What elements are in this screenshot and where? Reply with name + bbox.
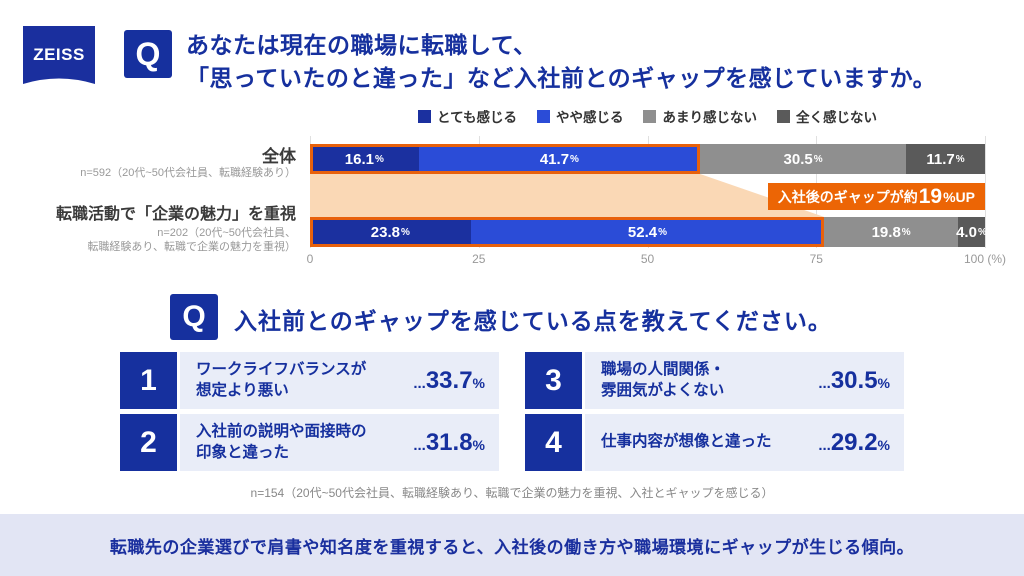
rank-number: 2 (120, 414, 177, 471)
gap-callout-suffix: %UP (943, 188, 975, 205)
gridline (985, 136, 986, 248)
row-sub-focus-2: 転職経験あり、転職で企業の魅力を重視） (87, 241, 296, 253)
axis-tick-label: 100 (%) (963, 252, 1007, 266)
rank-value: ... 33.7% (413, 366, 485, 394)
legend-label: やや感じる (555, 110, 624, 125)
bar-segment: 41.7% (418, 144, 701, 174)
legend-label: とても感じる (437, 110, 517, 125)
rank-value: ... 29.2% (818, 428, 890, 456)
bar-segment: 30.5% (700, 144, 907, 174)
bar-segment: 16.1% (310, 144, 419, 174)
legend-item: 全く感じない (776, 106, 877, 126)
q2-badge: Q (170, 294, 218, 340)
chart-row-labels: 全体 n=592（20代~50代会社員、転職経験あり） 転職活動で「企業の魅力」… (22, 136, 310, 284)
axis-tick-label: 25 (472, 252, 486, 266)
bar-segment: 19.8% (824, 217, 958, 247)
rank-body: 仕事内容が想像と違った ... 29.2% (585, 414, 904, 471)
highlight-outline (310, 217, 825, 247)
legend-item: とても感じる (418, 106, 517, 126)
row-label-focus: 転職活動で「企業の魅力」を重視 (55, 206, 296, 223)
survey-note: n=154（20代~50代会社員、転職経験あり、転職で企業の魅力を重視、入社とギ… (250, 486, 774, 500)
summary-banner: 転職先の企業選びで肩書や知名度を重視すると、入社後の働き方や職場環境にギャップが… (0, 514, 1024, 576)
legend-swatch (536, 109, 550, 123)
ranking-grid: 1 ワークライフバランスが 想定より悪い ... 33.7% 2 入社前の説明や面… (120, 352, 904, 471)
rank-value: ... 31.8% (413, 428, 485, 456)
bar-segment: 23.8% (310, 217, 471, 247)
bar-row-1: 23.8% 52.4% 19.8% 4.0% (310, 217, 987, 247)
highlight-outline (310, 144, 701, 174)
legend-label: あまり感じない (662, 110, 757, 125)
axis-tick-label: 0 (306, 252, 314, 266)
bar-row-0: 16.1% 41.7% 30.5% 11.7% (310, 144, 985, 174)
chart-legend: とても感じる やや感じる あまり感じない 全く感じない (310, 106, 985, 126)
row-sub-focus-1: n=202（20代~50代会社員、 (157, 227, 296, 239)
axis-tick-label: 75 (809, 252, 823, 266)
rank-label: 職場の人間関係・ 雰囲気がよくない (601, 361, 726, 399)
rank-number: 4 (525, 414, 582, 471)
q1-line2: 「思っていたのと違った」など入社前とのギャップを感じていますか。 (186, 65, 937, 91)
legend-label: 全く感じない (795, 110, 877, 125)
legend-swatch (418, 109, 432, 123)
rank-item-1: 1 ワークライフバランスが 想定より悪い ... 33.7% (120, 352, 499, 409)
legend-item: あまり感じない (643, 106, 757, 126)
q1-badge: Q (124, 30, 172, 78)
rank-item-4: 4 仕事内容が想像と違った ... 29.2% (525, 414, 904, 471)
rank-label: 入社前の説明や面接時の 印象と違った (196, 423, 367, 461)
legend-swatch (643, 109, 657, 123)
q1-question: あなたは現在の職場に転職して、 「思っていたのと違った」など入社前とのギャップを… (186, 29, 936, 95)
rank-label: 仕事内容が想像と違った (601, 433, 772, 451)
legend-swatch (776, 109, 790, 123)
axis-ticks: 0 25 50 75 100 (%) (306, 252, 1006, 268)
gap-callout-value: 19 (918, 184, 943, 208)
rank-item-3: 3 職場の人間関係・ 雰囲気がよくない ... 30.5% (525, 352, 904, 409)
legend-item: やや感じる (536, 106, 624, 126)
row-sub-overall: n=592（20代~50代会社員、転職経験あり） (80, 167, 296, 179)
axis-tick-label: 50 (640, 252, 655, 266)
rank-body: 入社前の説明や面接時の 印象と違った ... 31.8% (180, 414, 499, 471)
rank-number: 1 (120, 352, 177, 409)
rank-number: 3 (525, 352, 582, 409)
chart-plot: 16.1% 41.7% 30.5% 11.7% 23.8% 52.4% 19.8% 4.0%… (306, 136, 1006, 284)
bar-segment: 52.4% (470, 217, 825, 247)
bar-segment: 11.7% (906, 144, 985, 174)
chart: 全体 n=592（20代~50代会社員、転職経験あり） 転職活動で「企業の魅力」… (22, 136, 1006, 284)
q1-line1: あなたは現在の職場に転職して、 (186, 32, 537, 58)
gap-callout-prefix: 入社後のギャップが約 (777, 188, 918, 205)
zeiss-logo: ZEISS (23, 26, 95, 84)
rank-item-2: 2 入社前の説明や面接時の 印象と違った ... 31.8% (120, 414, 499, 471)
q2-question: 入社前とのギャップを感じている点を教えてください。 (234, 308, 832, 334)
rank-body: ワークライフバランスが 想定より悪い ... 33.7% (180, 352, 499, 409)
gap-callout: 入社後のギャップが約 19 %UP (767, 183, 985, 210)
row-label-overall: 全体 (262, 147, 296, 166)
zeiss-logo-text: ZEISS (33, 45, 85, 64)
rank-body: 職場の人間関係・ 雰囲気がよくない ... 30.5% (585, 352, 904, 409)
rank-value: ... 30.5% (818, 366, 890, 394)
bar-segment: 4.0% (956, 217, 987, 247)
rank-label: ワークライフバランスが 想定より悪い (196, 361, 367, 399)
